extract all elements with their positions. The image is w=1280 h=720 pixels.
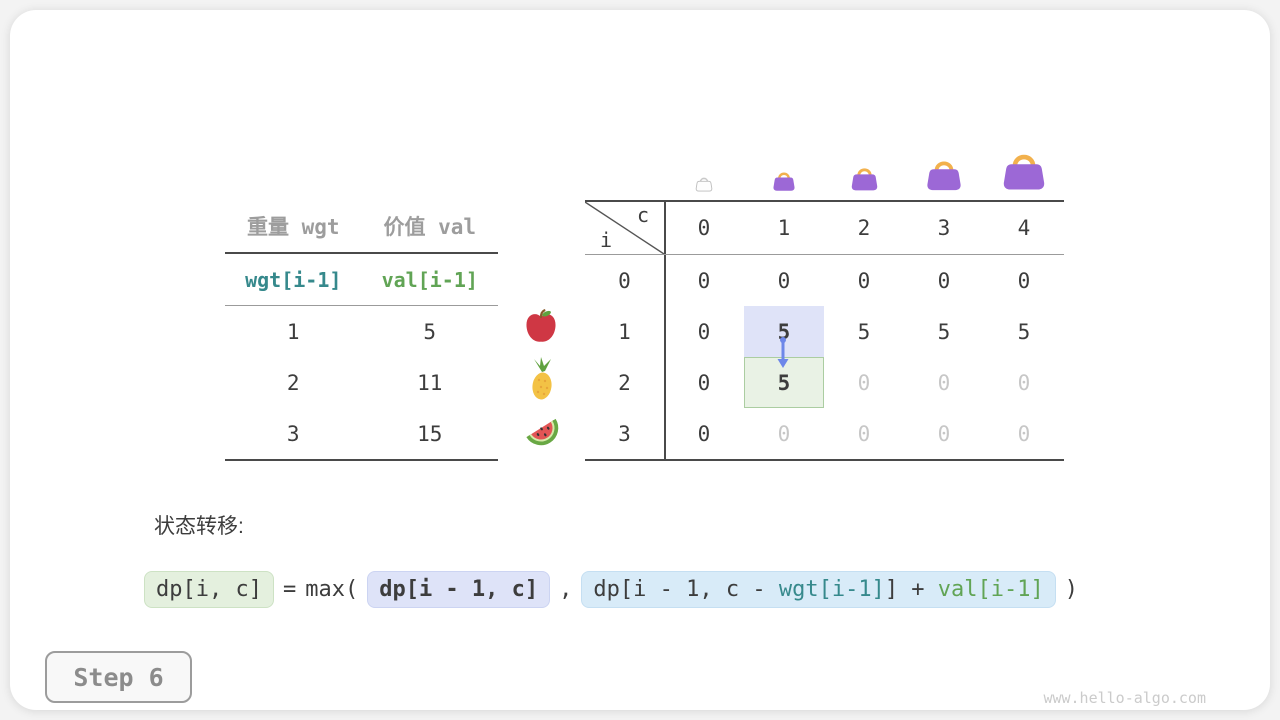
handbag-icon-capacity-1 [744, 169, 824, 196]
formula-arg1-chip: dp[i - 1, c] [367, 570, 551, 608]
dp-cell: 0 [1017, 268, 1031, 293]
items-col-header-value: 价值 val [383, 215, 477, 239]
apple-icon [523, 307, 559, 349]
dp-row-2: 2 0 5 0 0 0 [585, 357, 1064, 408]
formula-arg2-pre: dp[i - 1, c - [593, 576, 779, 602]
items-col-header-weight: 重量 wgt [246, 215, 340, 239]
dp-cell-future: 0 [857, 370, 871, 395]
formula-close-paren: ) [1064, 576, 1079, 602]
dp-cell: 0 [697, 319, 711, 344]
dp-col-header: 2 [857, 216, 871, 240]
formula-arg2-wgt: wgt[i-1] [778, 576, 885, 602]
items-table-header: 重量 wgt 价值 val [225, 200, 498, 254]
dp-row-label: 3 [618, 421, 631, 446]
step-badge: Step 6 [45, 651, 192, 703]
dp-col-header: 4 [1017, 216, 1031, 240]
dp-row-label: 1 [618, 319, 631, 344]
dp-col-header: 3 [937, 216, 951, 240]
handbag-icon-capacity-3 [904, 156, 984, 196]
diagonal-divider [585, 202, 664, 254]
col-variable-label: c [636, 203, 649, 227]
dp-cell-future: 0 [857, 421, 871, 446]
formula-lhs-chip: dp[i, c] [144, 570, 274, 608]
formula-equals: = [282, 576, 297, 602]
dp-cell-future: 0 [937, 421, 951, 446]
dp-cell: 5 [857, 319, 871, 344]
handbag-icon-capacity-4 [984, 148, 1064, 196]
dp-table-header-row: c i 0 1 2 3 4 [585, 202, 1064, 255]
state-transition-heading: 状态转移: [154, 515, 244, 538]
item-wgt-value: 3 [286, 421, 300, 446]
capacity-bags-row [585, 128, 1064, 196]
site-watermark: www.hello-algo.com [1043, 689, 1206, 707]
dp-cell: 0 [777, 268, 791, 293]
watermelon-icon [521, 414, 561, 454]
item-row-watermelon: 3 15 [225, 408, 498, 461]
handbag-icon-capacity-2 [824, 164, 904, 196]
item-val-value: 15 [417, 421, 443, 446]
dp-col-header: 1 [777, 216, 791, 240]
down-arrow-icon [774, 336, 792, 376]
dp-row-label: 0 [618, 268, 631, 293]
formula-comma: , [559, 576, 573, 602]
item-row-pineapple: 2 11 [225, 357, 498, 408]
dp-cell: 5 [1017, 319, 1031, 344]
wgt-formula-label: wgt[i-1] [245, 267, 342, 292]
items-table: 重量 wgt 价值 val wgt[i-1] val[i-1] 1 5 2 11… [225, 200, 498, 461]
dp-cell: 0 [937, 268, 951, 293]
dp-cell: 0 [697, 370, 711, 395]
dp-row-label: 2 [618, 370, 631, 395]
state-transition-formula: dp[i, c] = max( dp[i - 1, c] , dp[i - 1,… [144, 568, 1078, 610]
dp-row-1: 1 0 5 5 5 5 [585, 306, 1064, 357]
item-val-value: 5 [423, 319, 437, 344]
val-formula-label: val[i-1] [381, 267, 478, 292]
item-row-apple: 1 5 [225, 306, 498, 357]
dp-cell: 0 [857, 268, 871, 293]
dp-col-header: 0 [697, 216, 711, 240]
formula-arg2-chip: dp[i - 1, c - wgt[i-1]] + val[i-1] [581, 570, 1056, 608]
dp-cell-future: 0 [937, 370, 951, 395]
dp-table: c i 0 1 2 3 4 0 0 0 0 0 0 1 0 5 [585, 200, 1064, 461]
dp-corner-cell: c i [585, 202, 664, 254]
pineapple-icon [527, 356, 557, 406]
item-wgt-value: 2 [286, 370, 300, 395]
dp-row-0: 0 0 0 0 0 0 [585, 255, 1064, 306]
dp-table-vertical-divider [664, 202, 666, 459]
dp-row-3: 3 0 0 0 0 0 [585, 408, 1064, 459]
dp-cell: 0 [697, 421, 711, 446]
handbag-icon-capacity-0 [664, 175, 744, 196]
bag-spacer [585, 192, 664, 196]
formula-max-open: max( [305, 576, 359, 602]
item-wgt-value: 1 [286, 319, 300, 344]
dp-cell: 0 [697, 268, 711, 293]
figure-card: 重量 wgt 价值 val wgt[i-1] val[i-1] 1 5 2 11… [10, 10, 1270, 710]
dp-cell-future: 0 [1017, 421, 1031, 446]
row-variable-label: i [600, 228, 613, 252]
dp-cell: 5 [937, 319, 951, 344]
item-val-value: 11 [417, 370, 443, 395]
dp-cell-future: 0 [1017, 370, 1031, 395]
formula-arg2-val: val[i-1] [937, 576, 1044, 602]
items-formula-row: wgt[i-1] val[i-1] [225, 254, 498, 306]
formula-arg2-mid: ] + [884, 576, 938, 602]
dp-cell-future: 0 [777, 421, 791, 446]
